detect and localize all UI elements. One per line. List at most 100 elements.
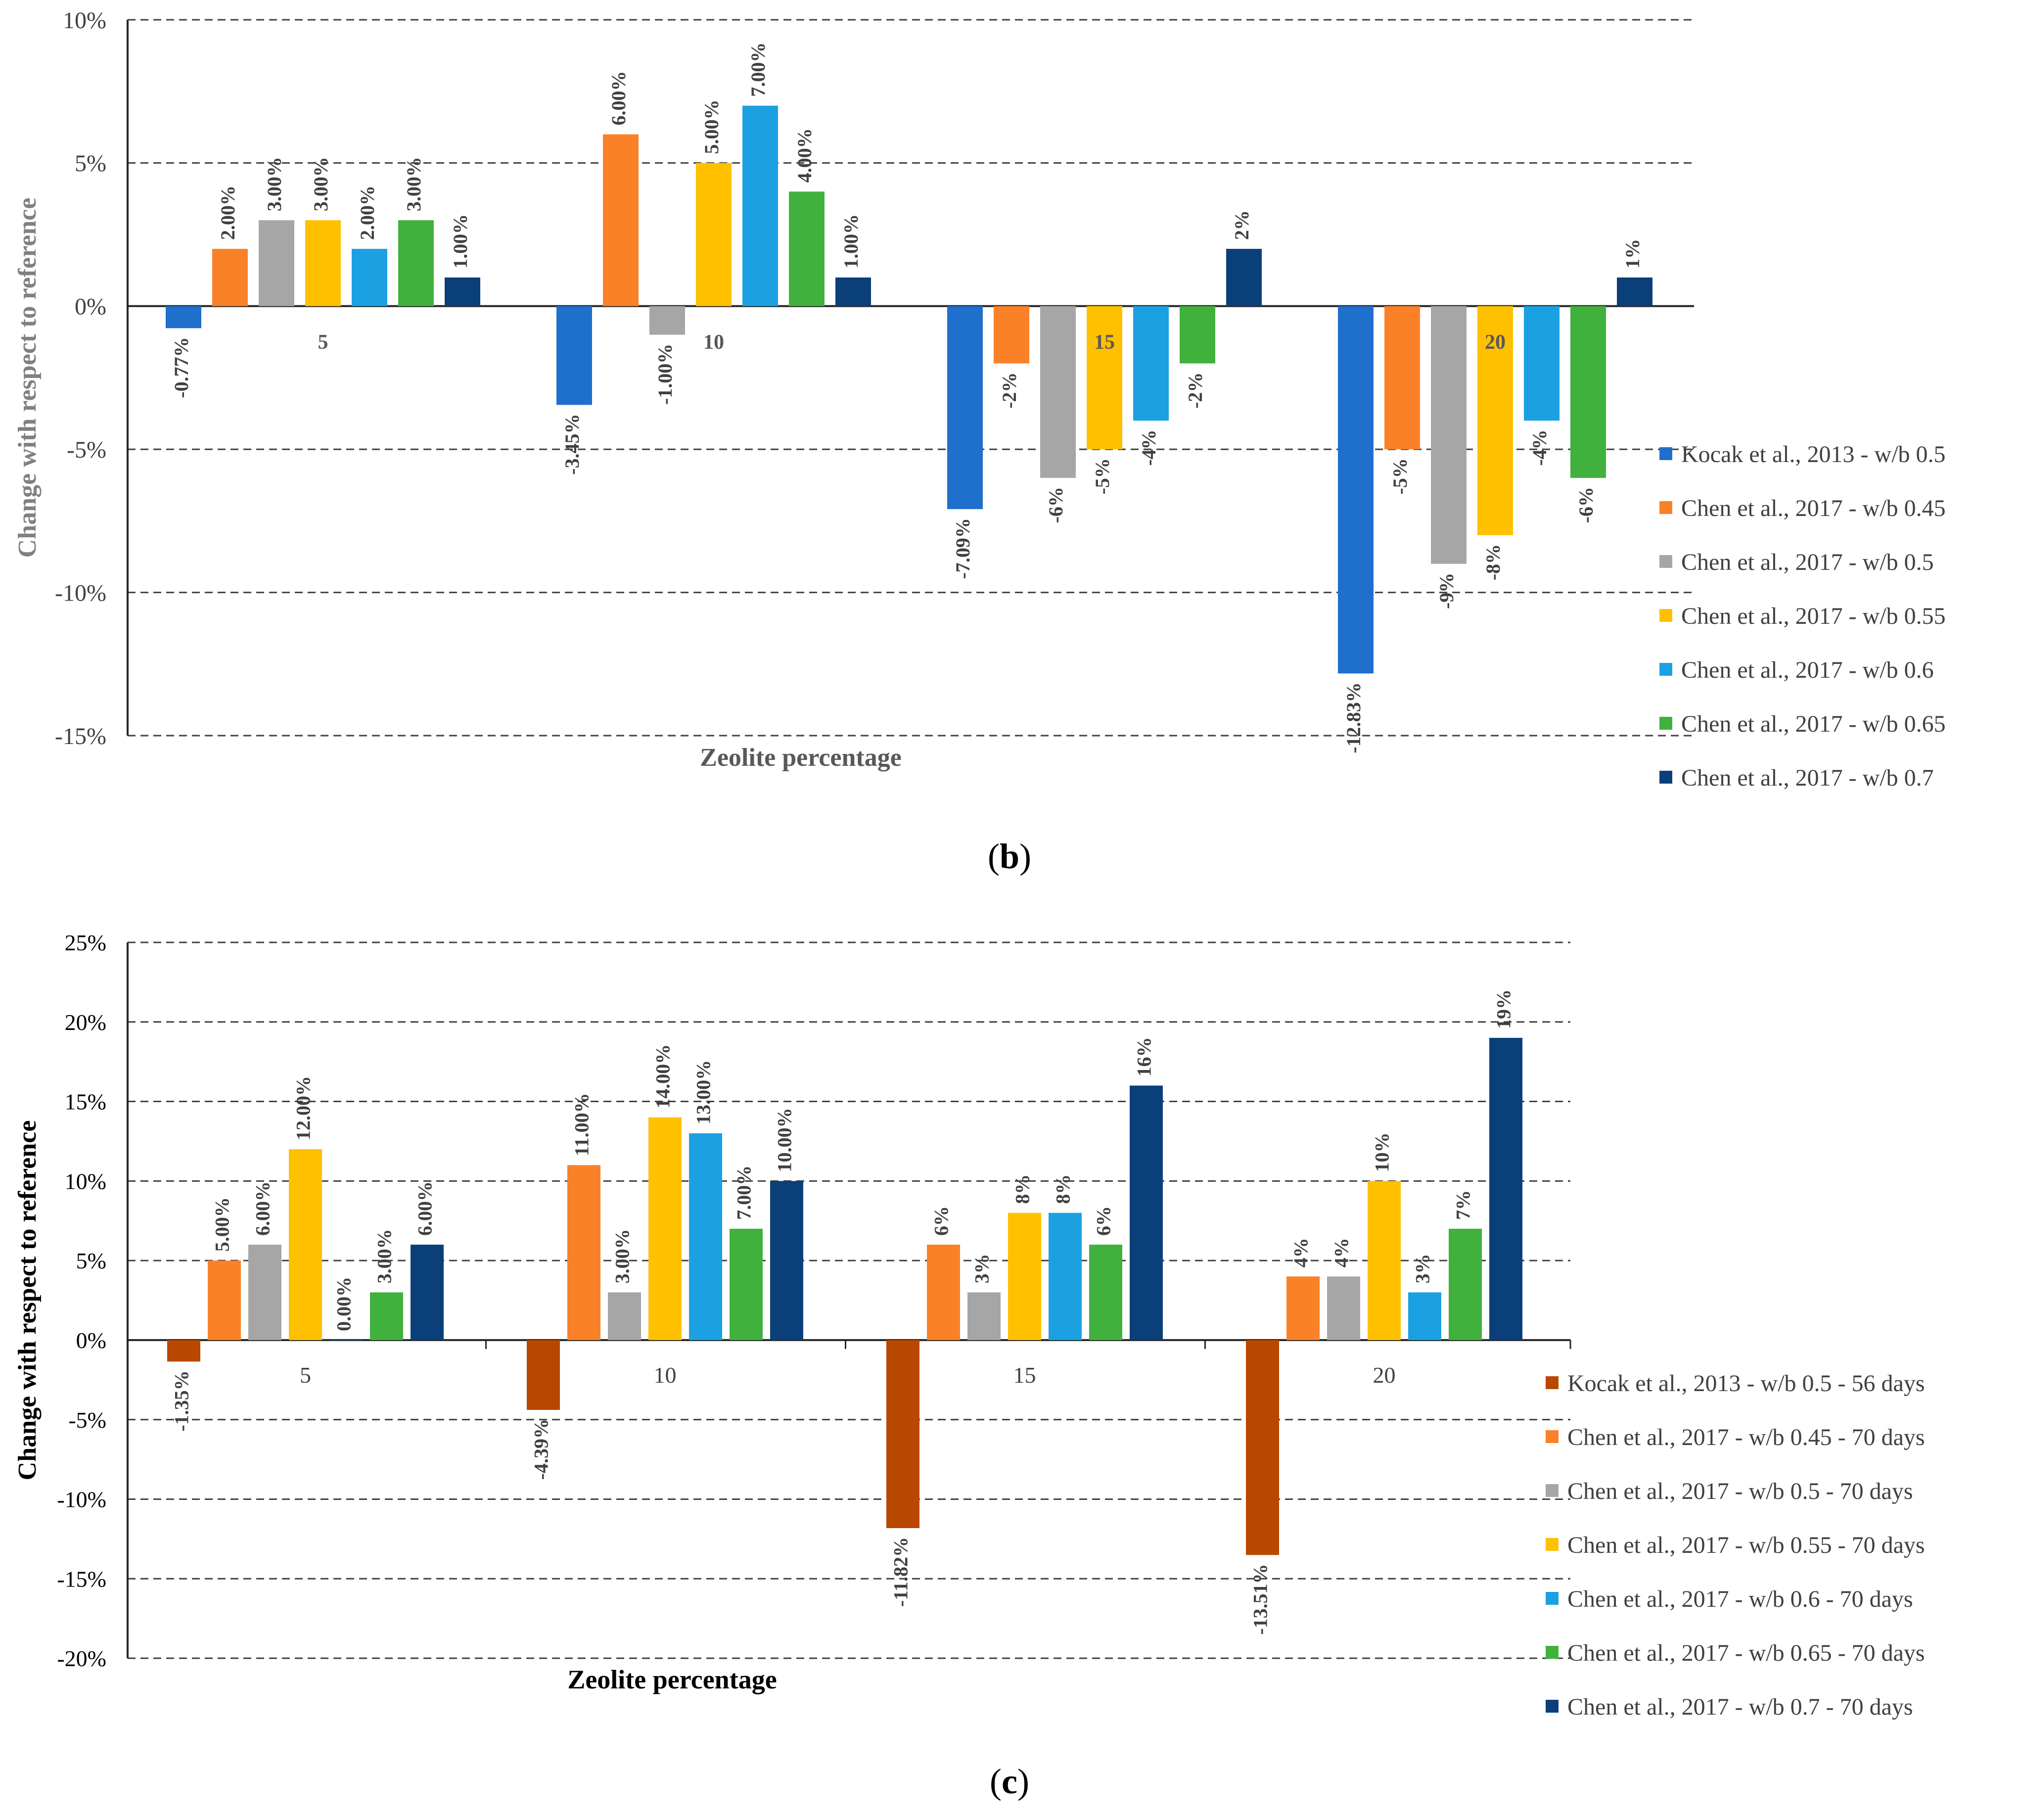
data-label: 2.00% <box>217 186 239 240</box>
bar-b-s4-c0 <box>352 249 387 306</box>
bar-c-s0-c0 <box>167 1340 200 1362</box>
data-label: 3% <box>1412 1254 1434 1283</box>
data-label: 4.00% <box>793 128 816 183</box>
bar-b-s4-c3 <box>1524 306 1560 421</box>
y-axis-title: Change with respect to reference <box>13 198 42 558</box>
legend-swatch <box>1546 1646 1559 1659</box>
y-tick-label: 5% <box>75 150 106 177</box>
data-label: 3.00% <box>403 157 425 211</box>
y-tick-label: 10% <box>65 1168 106 1194</box>
legend-swatch <box>1546 1700 1559 1713</box>
bar-b-s1-c2 <box>994 306 1029 364</box>
bar-c-s5-c2 <box>1089 1244 1122 1340</box>
data-label: -3.45% <box>561 414 583 474</box>
data-label: 6.00% <box>252 1181 274 1236</box>
data-label: 3% <box>971 1254 993 1283</box>
data-label: -8% <box>1482 544 1504 580</box>
x-tick-label: 10 <box>703 331 724 354</box>
bar-c-s1-c1 <box>567 1165 600 1340</box>
data-label: 12.00% <box>292 1076 315 1140</box>
data-label: 7.00% <box>733 1166 755 1220</box>
data-label: 8% <box>1011 1174 1034 1204</box>
legend-label: Chen et al., 2017 - w/b 0.6 <box>1681 657 1934 683</box>
data-label: -4% <box>1138 429 1160 466</box>
legend-swatch <box>1659 501 1672 514</box>
bar-c-s2-c3 <box>1327 1276 1360 1340</box>
bar-c-s2-c2 <box>967 1292 1001 1340</box>
bar-b-s0-c3 <box>1338 306 1374 674</box>
bar-c-s0-c1 <box>527 1340 560 1410</box>
legend-label: Chen et al., 2017 - w/b 0.55 <box>1681 603 1946 629</box>
panel-label-b: (b) <box>987 837 1031 876</box>
data-label: 5.00% <box>211 1197 233 1252</box>
legend-swatch <box>1546 1592 1559 1605</box>
bar-b-s5-c2 <box>1180 306 1215 364</box>
data-label: -6% <box>1045 487 1067 523</box>
chart-c: 25% 20% 15% 10% 5% 0% -5% -10% -15% -20% -1.35% 5.0… <box>13 930 1925 1720</box>
y-tick-label: 5% <box>76 1248 106 1273</box>
bar-c-s6-c1 <box>770 1181 803 1340</box>
data-label: -1.35% <box>171 1370 193 1431</box>
bar-b-s3-c0 <box>305 220 341 306</box>
bar-b-s5-c0 <box>398 220 434 306</box>
legend-swatch <box>1659 771 1672 784</box>
legend-label: Chen et al., 2017 - w/b 0.7 <box>1681 765 1934 791</box>
data-label: 4% <box>1331 1238 1353 1267</box>
data-label: 4% <box>1290 1238 1312 1267</box>
bar-c-s1-c0 <box>208 1260 241 1340</box>
y-tick-label: -10% <box>55 580 106 606</box>
x-tick-label: 5 <box>300 1362 311 1388</box>
data-label: -9% <box>1435 573 1458 609</box>
data-label: -2% <box>1184 373 1206 409</box>
data-label: 3.00% <box>310 157 332 211</box>
legend-swatch <box>1546 1430 1559 1443</box>
x-tick-label: 20 <box>1373 1362 1396 1388</box>
data-label: 10.00% <box>774 1108 796 1172</box>
bar-c-s4-c0 <box>329 1340 363 1341</box>
bar-c-s3-c1 <box>648 1117 682 1340</box>
data-label: -5% <box>1091 458 1113 494</box>
bar-b-s0-c0 <box>166 306 201 328</box>
legend-swatch <box>1659 447 1672 460</box>
x-tick-label: 15 <box>1094 331 1115 354</box>
x-tick-label: 20 <box>1485 331 1506 354</box>
bar-b-s3-c1 <box>696 163 732 306</box>
bar-b-s4-c2 <box>1133 306 1169 421</box>
legend-swatch <box>1546 1484 1559 1497</box>
bar-c-s6-c0 <box>411 1244 444 1340</box>
y-tick-label: -15% <box>57 1566 106 1591</box>
y-tick-label: -5% <box>67 437 106 463</box>
y-tick-label: -10% <box>57 1487 106 1512</box>
legend-swatch <box>1546 1538 1559 1551</box>
bar-c-s2-c1 <box>608 1292 641 1340</box>
bar-b-s2-c3 <box>1431 306 1467 564</box>
bar-c-s4-c1 <box>689 1133 722 1340</box>
bar-c-s3-c3 <box>1368 1181 1401 1340</box>
legend-swatch <box>1546 1376 1559 1389</box>
data-label: 3.00% <box>373 1229 396 1283</box>
data-label: 13.00% <box>692 1060 715 1124</box>
chart-b: 10% 5% 0% -5% -10% -15% -0.77% 2.00% 3.00% 3.00% 2… <box>13 7 1946 791</box>
bar-b-s5-c1 <box>789 191 825 306</box>
data-label: 14.00% <box>652 1044 674 1109</box>
data-label: 1% <box>1621 239 1644 269</box>
bar-b-s2-c2 <box>1040 306 1076 478</box>
x-tick-label: 10 <box>654 1362 677 1388</box>
data-label: 3.00% <box>263 157 285 211</box>
bar-b-s1-c3 <box>1384 306 1420 450</box>
data-label: -1.00% <box>654 344 676 405</box>
y-tick-label: 20% <box>65 1010 106 1035</box>
data-label: -12.83% <box>1342 682 1365 753</box>
data-label: -13.51% <box>1249 1564 1272 1634</box>
y-tick-label: 0% <box>76 1328 106 1353</box>
panel-label-c-letter: c <box>1002 1762 1017 1801</box>
bar-c-s5-c3 <box>1449 1228 1482 1340</box>
y-tick-label: -15% <box>55 723 106 749</box>
data-label: -6% <box>1575 487 1597 523</box>
data-label: 1.00% <box>840 214 862 269</box>
legend-label: Kocak et al., 2013 - w/b 0.5 - 56 days <box>1567 1370 1925 1397</box>
bar-b-s6-c0 <box>445 277 480 306</box>
bar-c-s2-c0 <box>248 1244 281 1340</box>
data-label: 6.00% <box>414 1181 436 1236</box>
data-label: 1.00% <box>449 214 471 269</box>
